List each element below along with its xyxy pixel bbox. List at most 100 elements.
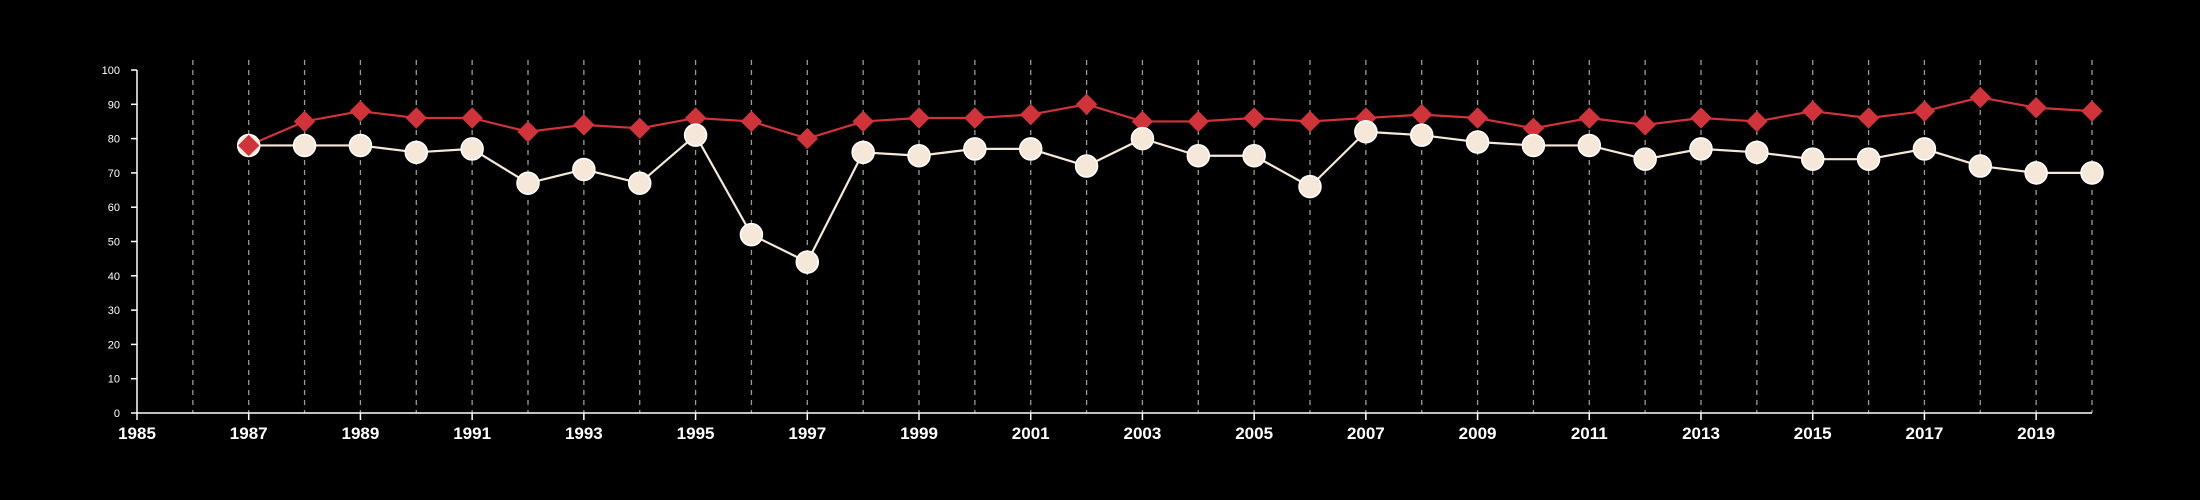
data-point-circle: [1912, 137, 1937, 161]
x-tick-label: 1989: [342, 424, 380, 443]
x-tick-label: 2003: [1124, 424, 1162, 443]
y-tick-label: 60: [108, 202, 120, 214]
data-point-circle: [963, 137, 987, 161]
data-point-circle: [516, 171, 540, 195]
data-point-circle: [1130, 126, 1155, 151]
data-point-circle: [1354, 119, 1378, 144]
y-tick-label: 0: [114, 408, 120, 420]
x-tick-label: 2007: [1347, 424, 1385, 443]
x-tick-label: 1991: [453, 424, 491, 443]
x-tick-label: 1987: [230, 424, 268, 443]
data-point-diamond: [1020, 103, 1042, 126]
y-tick-label: 50: [108, 237, 120, 249]
data-point-diamond: [293, 110, 316, 133]
gridlines: [192, 60, 2093, 413]
x-tick-label: 2005: [1235, 424, 1273, 443]
data-point-diamond: [1690, 107, 1712, 129]
x-tick-label: 2019: [2017, 424, 2055, 443]
x-tick-label: 2011: [1571, 424, 1608, 443]
data-point-diamond: [908, 107, 930, 129]
series-line-2: [248, 130, 2092, 264]
data-point-circle: [404, 140, 429, 165]
data-point-diamond: [740, 110, 763, 133]
data-point-circle: [739, 222, 764, 247]
data-point-circle: [460, 137, 484, 161]
y-tick-label: 80: [108, 134, 120, 146]
x-tick-label: 1997: [788, 424, 826, 443]
data-point-circle: [1074, 154, 1099, 178]
data-point-circle: [1521, 133, 1546, 158]
series-line-1: [248, 96, 2093, 147]
x-tick-label: 1985: [118, 424, 156, 443]
y-tick-label: 100: [102, 65, 120, 77]
data-point-circle: [1968, 154, 1993, 178]
data-point-diamond: [1466, 107, 1489, 129]
data-point-circle: [1800, 147, 1825, 171]
data-point-diamond: [1411, 103, 1433, 126]
data-point-circle: [1689, 137, 1713, 161]
data-point-circle: [1018, 137, 1043, 161]
data-point-diamond: [517, 121, 539, 143]
data-point-diamond: [629, 117, 651, 140]
data-point-diamond: [1913, 100, 1936, 122]
data-point-diamond: [964, 107, 986, 129]
data-point-circle: [2024, 161, 2048, 185]
data-point-circle: [572, 157, 596, 182]
y-tick-label: 30: [108, 305, 120, 317]
data-point-circle: [1633, 147, 1657, 171]
x-tick-label: 2013: [1682, 424, 1720, 443]
x-tick-label: 1993: [565, 424, 603, 443]
data-point-diamond: [1299, 110, 1321, 133]
data-point-diamond: [461, 107, 483, 129]
y-tick-label: 10: [108, 374, 120, 386]
data-point-diamond: [405, 107, 427, 129]
x-tick-label: 1999: [900, 424, 938, 443]
data-markers: [236, 86, 2104, 274]
x-tick-label: 2017: [1906, 424, 1944, 443]
data-point-diamond: [1746, 110, 1768, 133]
data-point-diamond: [349, 100, 372, 122]
data-point-circle: [2080, 161, 2104, 185]
series-lines: [248, 96, 2093, 264]
data-point-circle: [1745, 140, 1769, 165]
data-point-diamond: [1243, 107, 1265, 129]
data-point-circle: [1298, 174, 1322, 199]
data-point-diamond: [1187, 110, 1209, 133]
data-point-diamond: [1802, 100, 1824, 122]
data-point-circle: [292, 133, 317, 158]
data-point-circle: [795, 250, 820, 274]
data-point-circle: [348, 133, 373, 158]
data-point-diamond: [1578, 107, 1600, 129]
data-point-circle: [1465, 130, 1490, 154]
x-tick-label: 2015: [1794, 424, 1832, 443]
data-point-diamond: [2025, 97, 2047, 119]
data-point-circle: [1186, 144, 1211, 168]
data-point-diamond: [1075, 93, 1098, 116]
x-tick-label: 1995: [677, 424, 715, 443]
data-point-diamond: [1857, 107, 1880, 129]
data-point-diamond: [852, 110, 874, 133]
data-point-circle: [627, 171, 652, 195]
axes: 0 10 20 30 40 50 60 70 80 90 100 1985 1987 1989 1991 19…: [102, 65, 2092, 443]
data-point-diamond: [1634, 114, 1656, 136]
data-point-circle: [1409, 123, 1434, 147]
data-point-circle: [1856, 147, 1881, 171]
data-point-circle: [683, 123, 708, 147]
y-tick-label: 90: [108, 99, 120, 111]
x-tick-label: 2001: [1012, 424, 1050, 443]
data-point-diamond: [1969, 86, 1991, 109]
data-point-circle: [851, 140, 875, 165]
y-tick-label: 20: [108, 339, 120, 351]
data-point-circle: [1577, 133, 1602, 158]
x-tick-label: 2009: [1459, 424, 1497, 443]
y-tick-label: 40: [108, 271, 120, 283]
data-point-circle: [907, 144, 931, 168]
data-point-circle: [1242, 144, 1266, 168]
data-point-diamond: [238, 134, 260, 157]
data-point-diamond: [2081, 100, 2103, 122]
data-point-diamond: [796, 127, 818, 150]
y-tick-label: 70: [108, 168, 120, 180]
data-point-diamond: [573, 114, 595, 136]
